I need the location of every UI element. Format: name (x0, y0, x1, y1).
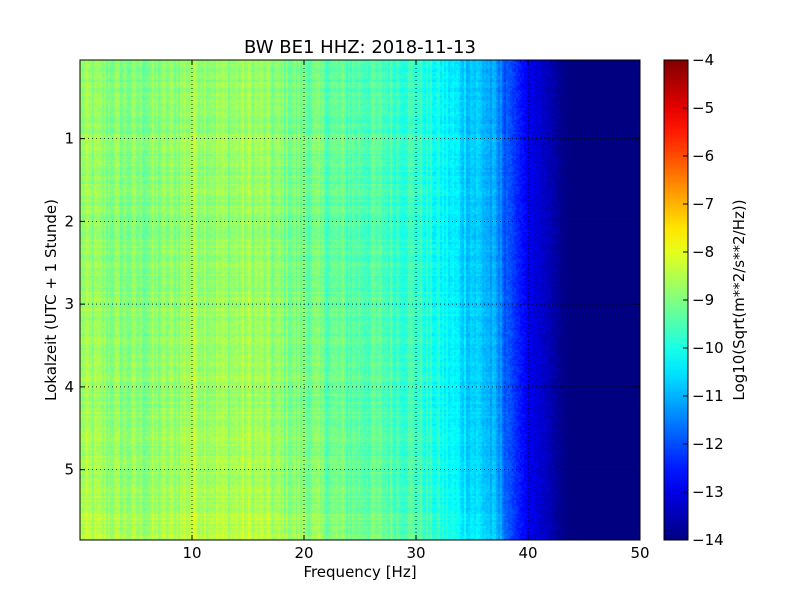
colorbar-tick-label: −9 (692, 291, 714, 309)
y-tick-label: 1 (64, 130, 74, 148)
colorbar: −4 −5 −6 −7 −8 −9 −10 −11 −12 −13 −14 (663, 51, 724, 549)
x-tick-label: 20 (294, 544, 313, 562)
y-axis: 1 2 3 4 5 (64, 130, 640, 479)
colorbar-tick-label: −13 (692, 483, 724, 501)
colorbar-label: Log10(Sqrt(m**2/s**2/Hz)) (730, 199, 748, 400)
y-tick-label: 5 (64, 461, 74, 479)
heatmap-cells (80, 60, 640, 540)
x-tick-label: 30 (406, 544, 425, 562)
x-tick-label: 40 (518, 544, 537, 562)
colorbar-tick-label: −8 (692, 243, 714, 261)
y-tick-label: 2 (64, 212, 74, 230)
plot-frame (79, 59, 641, 541)
y-tick-label: 4 (64, 378, 74, 396)
x-tick-label: 50 (630, 544, 649, 562)
chart-title: BW BE1 HHZ: 2018-11-13 (244, 37, 476, 58)
plot-area (79, 59, 641, 541)
colorbar-tick-label: −4 (692, 51, 714, 69)
y-axis-label: Lokalzeit (UTC + 1 Stunde) (42, 199, 60, 401)
colorbar-tick-label: −6 (692, 147, 714, 165)
x-tick-label: 10 (182, 544, 201, 562)
x-axis-label: Frequency [Hz] (303, 563, 416, 581)
colorbar-tick-label: −10 (692, 339, 724, 357)
colorbar-tick-label: −14 (692, 531, 724, 549)
x-axis: 10 20 30 40 50 (182, 60, 650, 562)
colorbar-tick-label: −12 (692, 435, 724, 453)
colorbar-tick-label: −5 (692, 99, 714, 117)
colorbar-tick-label: −7 (692, 195, 714, 213)
y-tick-label: 3 (64, 295, 74, 313)
colorbar-tick-label: −11 (692, 387, 724, 405)
